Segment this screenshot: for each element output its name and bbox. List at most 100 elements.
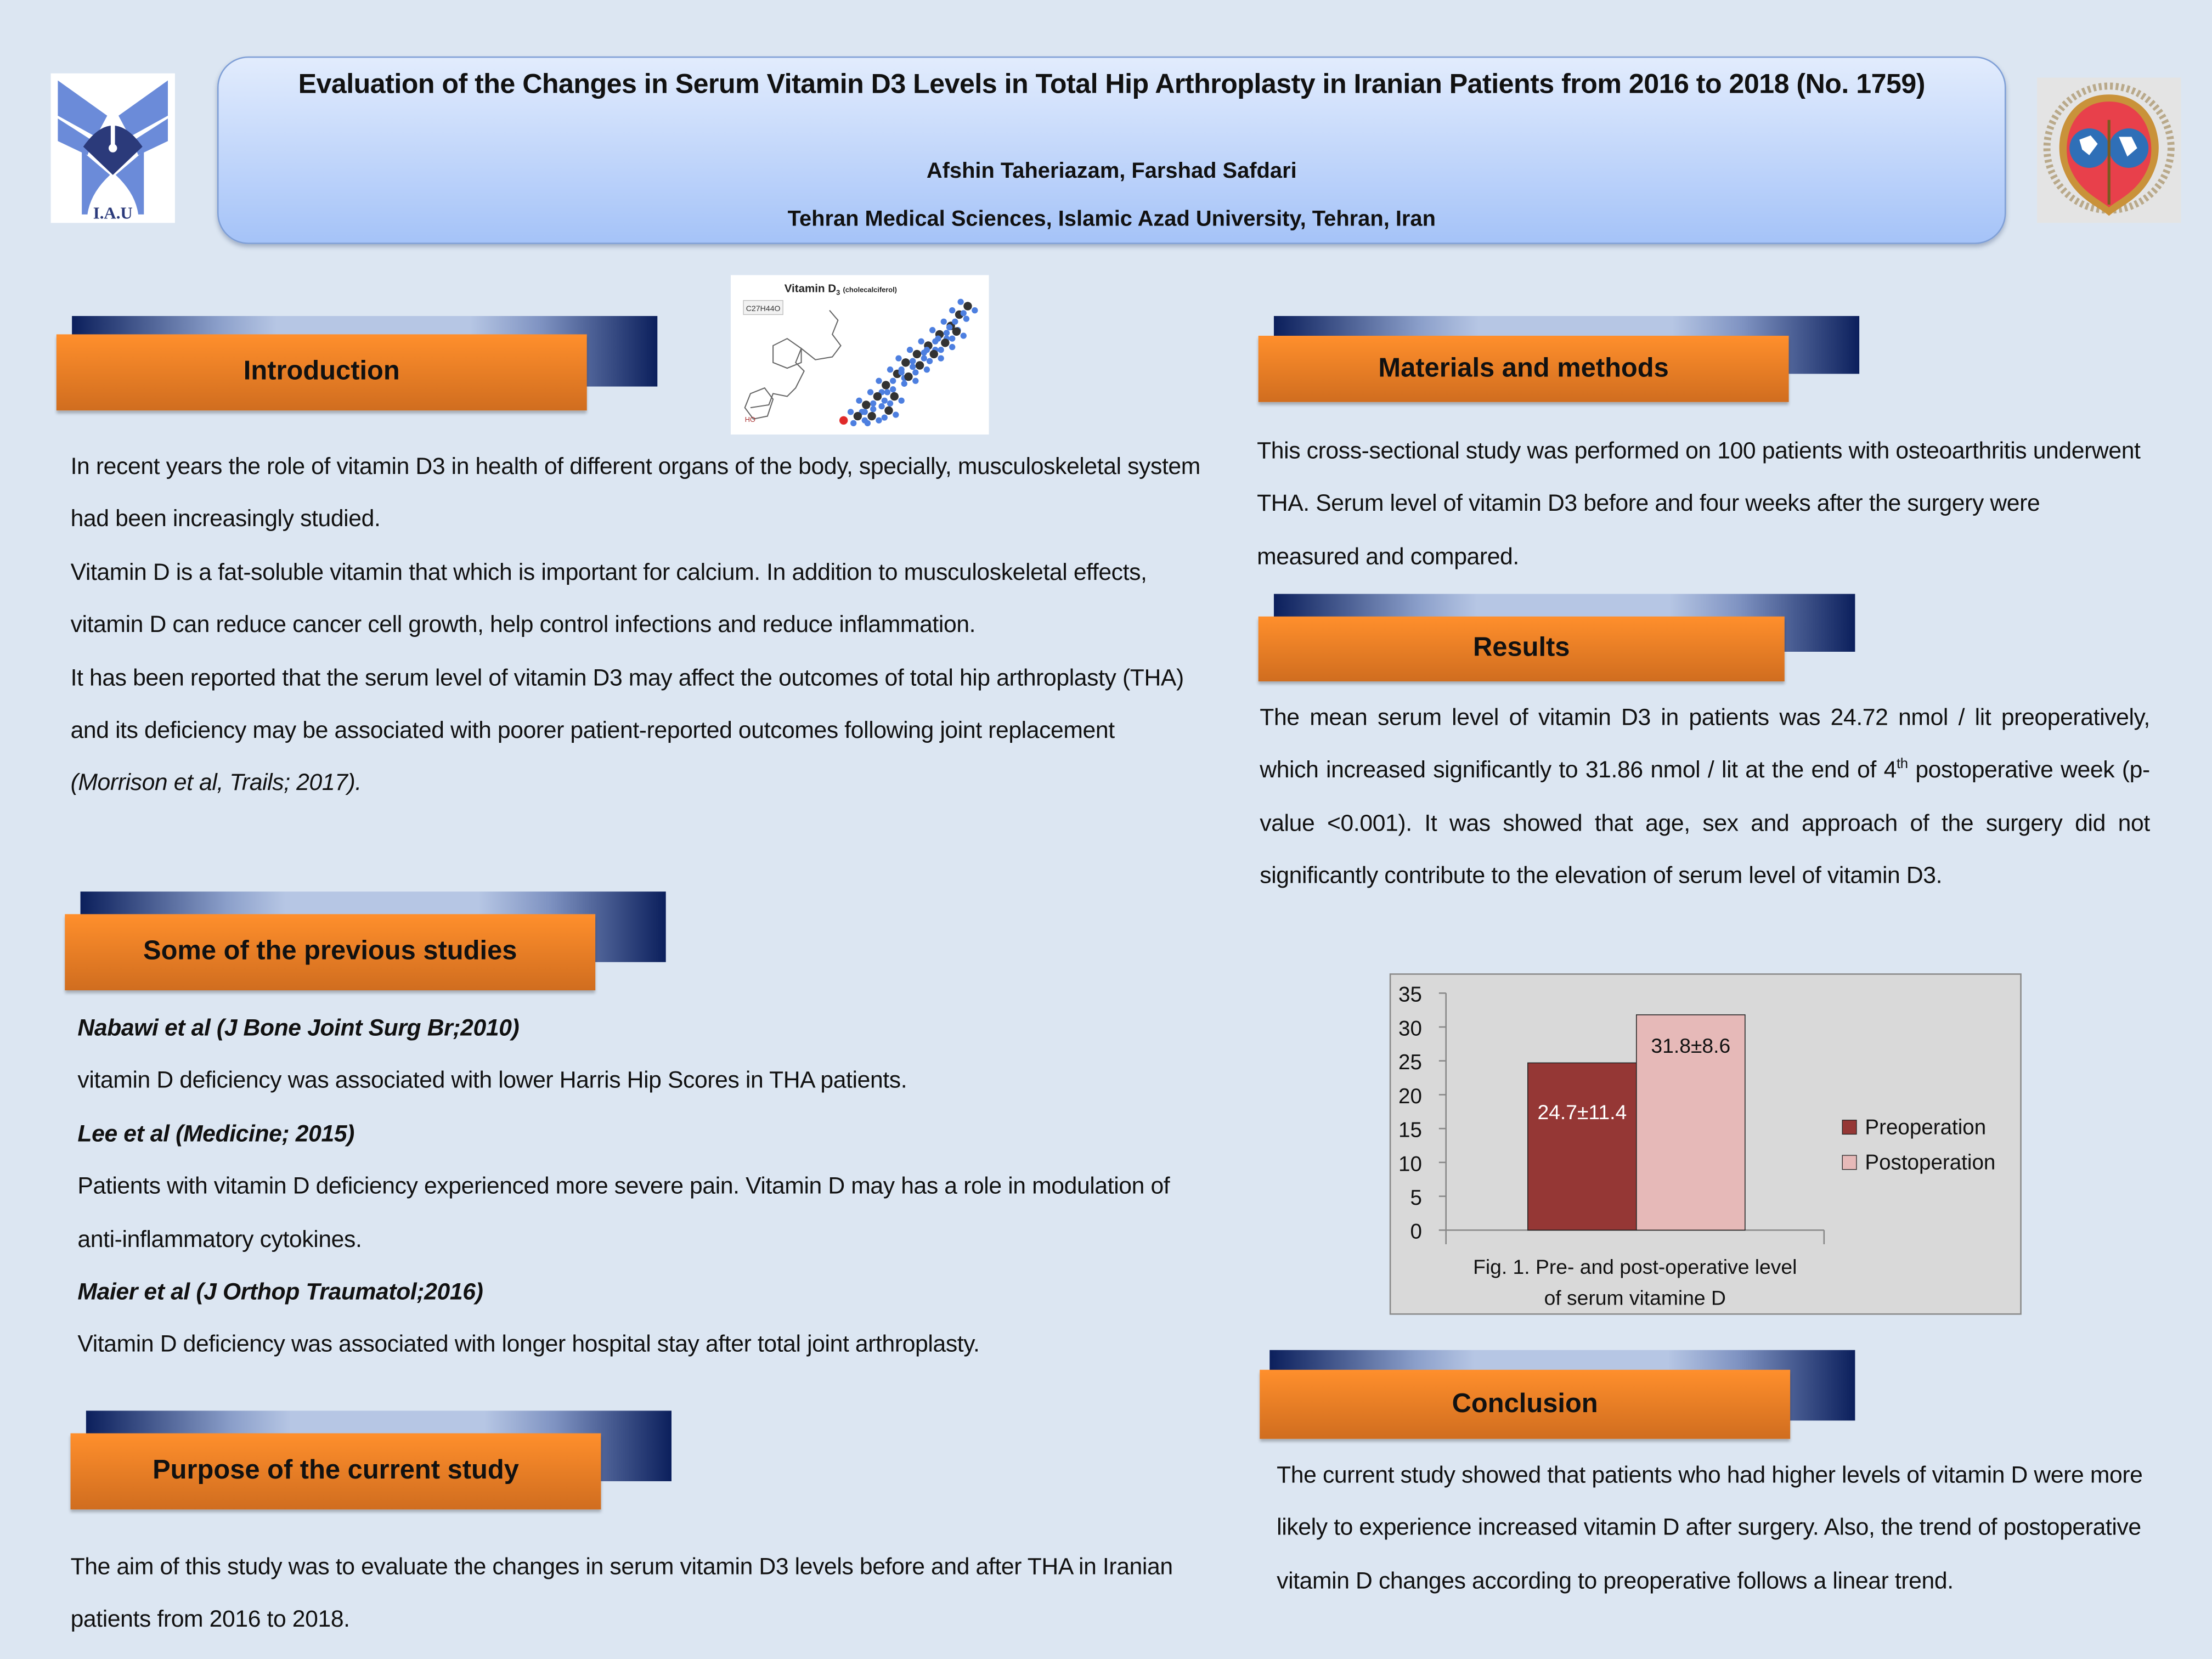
y-tick-label: 0 bbox=[1410, 1220, 1422, 1244]
hydrogen-atom bbox=[949, 335, 956, 342]
authors: Afshin Taheriazam, Farshad Safdari bbox=[926, 159, 1297, 184]
hydrogen-atom bbox=[898, 397, 905, 404]
introduction-paragraph: In recent years the role of vitamin D3 i… bbox=[70, 453, 1201, 533]
introduction-paragraph: It has been reported that the serum leve… bbox=[71, 651, 1214, 810]
hydrogen-atom bbox=[918, 338, 924, 345]
y-tick-label: 20 bbox=[1398, 1085, 1422, 1108]
hydrogen-atom bbox=[884, 389, 891, 396]
society-logo bbox=[2037, 77, 2181, 223]
iau-logo: I.A.U bbox=[50, 73, 175, 223]
chart-caption: Fig. 1. Pre- and post-operative level bbox=[1473, 1255, 1797, 1278]
hydrogen-atom bbox=[929, 327, 936, 334]
carbon-atom bbox=[915, 361, 924, 370]
hydrogen-atom bbox=[940, 318, 947, 325]
y-tick-label: 25 bbox=[1398, 1051, 1422, 1074]
y-tick-label: 5 bbox=[1410, 1186, 1422, 1210]
hydrogen-atom bbox=[901, 380, 907, 387]
hydrogen-atom bbox=[912, 377, 919, 384]
hydrogen-atom bbox=[890, 377, 896, 384]
hydrogen-atom bbox=[938, 355, 944, 362]
y-tick-label: 30 bbox=[1398, 1017, 1422, 1040]
results-heading: Results bbox=[1258, 616, 1785, 681]
carbon-atom bbox=[912, 349, 922, 359]
molecule-structure-icon: Vitamin D3 (cholecalciferol) C27H44O HO bbox=[743, 282, 978, 427]
study-reference: Lee et al (Medicine; 2015) bbox=[77, 1120, 355, 1147]
hydrogen-atom bbox=[856, 397, 862, 404]
hydrogen-atom bbox=[946, 324, 953, 331]
introduction-paragraph: Vitamin D is a fat-soluble vitamin that … bbox=[70, 558, 1147, 638]
carbon-atom bbox=[884, 406, 893, 415]
hydrogen-atom bbox=[949, 343, 956, 351]
legend-label: Postoperation bbox=[1865, 1151, 1995, 1175]
study-finding: Patients with vitamin D deficiency exper… bbox=[77, 1172, 1170, 1252]
svg-text:C27H44O: C27H44O bbox=[746, 304, 781, 313]
hydrogen-atom bbox=[881, 414, 888, 421]
study-reference: Maier et al (J Orthop Traumatol;2016) bbox=[77, 1278, 483, 1305]
hydrogen-atom bbox=[963, 315, 970, 322]
carbon-atom bbox=[929, 349, 938, 359]
hydrogen-atom bbox=[926, 358, 933, 364]
hydrogen-atom bbox=[876, 377, 882, 384]
hydrogen-atom bbox=[878, 403, 885, 410]
carbon-atom bbox=[890, 392, 899, 401]
legend-label: Preoperation bbox=[1865, 1115, 1986, 1139]
hydrogen-atom bbox=[952, 318, 958, 325]
hydrogen-atom bbox=[910, 358, 916, 364]
hydrogen-atom bbox=[881, 397, 888, 404]
hydrogen-atom bbox=[861, 417, 868, 424]
hydrogen-atom bbox=[850, 420, 857, 427]
methods-paragraph: This cross-sectional study was performed… bbox=[1257, 437, 2141, 570]
hydrogen-atom bbox=[887, 366, 894, 373]
carbon-atom bbox=[862, 400, 871, 409]
results-text-part: The mean serum level of vitamin D3 in pa… bbox=[1260, 704, 2150, 784]
methods-text: This cross-sectional study was performed… bbox=[1257, 425, 2146, 583]
hydrogen-atom bbox=[887, 400, 894, 407]
poster-title: Evaluation of the Changes in Serum Vitam… bbox=[298, 69, 1926, 100]
title-banner: Evaluation of the Changes in Serum Vitam… bbox=[217, 56, 2006, 244]
vitamin-d3-molecule-image: Vitamin D3 (cholecalciferol) C27H44O HO bbox=[730, 275, 989, 435]
hydrogen-atom bbox=[910, 363, 916, 370]
carbon-atom bbox=[882, 381, 890, 390]
hydrogen-atom bbox=[876, 417, 882, 424]
hydrogen-atom bbox=[890, 386, 896, 393]
hydrogen-atom bbox=[867, 389, 874, 396]
hydrogen-atom bbox=[893, 411, 899, 418]
hydrogen-atom bbox=[943, 330, 950, 336]
methods-heading: Materials and methods bbox=[1258, 335, 1789, 402]
hydrogen-atom bbox=[870, 406, 877, 413]
hydrogen-atom bbox=[923, 347, 930, 353]
study-reference: Nabawi et al (J Bone Joint Surg Br;2010) bbox=[77, 1014, 520, 1041]
conclusion-paragraph: The current study showed that patients w… bbox=[1277, 1461, 2143, 1594]
iau-logo-text: I.A.U bbox=[93, 204, 133, 223]
svg-text:Vitamin D3(cholecalciferol): Vitamin D3 (cholecalciferol) bbox=[785, 282, 897, 296]
results-text: The mean serum level of vitamin D3 in pa… bbox=[1260, 691, 2150, 902]
hydrogen-atom bbox=[870, 400, 877, 407]
y-tick-label: 10 bbox=[1398, 1152, 1422, 1176]
hydrogen-atom bbox=[921, 355, 927, 362]
hydrogen-atom bbox=[847, 409, 854, 415]
iau-logo-icon: I.A.U bbox=[58, 80, 168, 223]
hydrogen-atom bbox=[949, 307, 956, 314]
previous-studies-heading: Some of the previous studies bbox=[65, 914, 596, 991]
carbon-atom bbox=[952, 327, 961, 336]
conclusion-text: The current study showed that patients w… bbox=[1277, 1449, 2165, 1607]
study-finding: vitamin D deficiency was associated with… bbox=[77, 1067, 907, 1094]
society-emblem-icon bbox=[2043, 82, 2175, 216]
svg-text:HO: HO bbox=[745, 415, 755, 424]
purpose-heading: Purpose of the current study bbox=[70, 1433, 601, 1510]
introduction-paragraph-text: It has been reported that the serum leve… bbox=[70, 664, 1184, 744]
ordinal-suffix: th bbox=[1897, 757, 1908, 773]
carbon-atom bbox=[941, 338, 950, 347]
oxygen-atom bbox=[839, 416, 848, 425]
results-paragraph: The mean serum level of vitamin D3 in pa… bbox=[1260, 691, 2150, 902]
carbon-atom bbox=[963, 302, 972, 311]
affiliation: Tehran Medical Sciences, Islamic Azad Un… bbox=[787, 207, 1436, 232]
carbon-atom bbox=[904, 372, 913, 381]
data-label: 24.7±11.4 bbox=[1537, 1101, 1627, 1124]
hydrogen-atom bbox=[935, 335, 941, 342]
hydrogen-atom bbox=[938, 347, 944, 353]
results-chart: 0 5 10 15 20 25 30 35 24.7±11.4 Preoperation 31.8±… bbox=[1389, 973, 2022, 1315]
y-tick-label: 35 bbox=[1398, 983, 1422, 1007]
bar-postoperation bbox=[1636, 1014, 1746, 1231]
